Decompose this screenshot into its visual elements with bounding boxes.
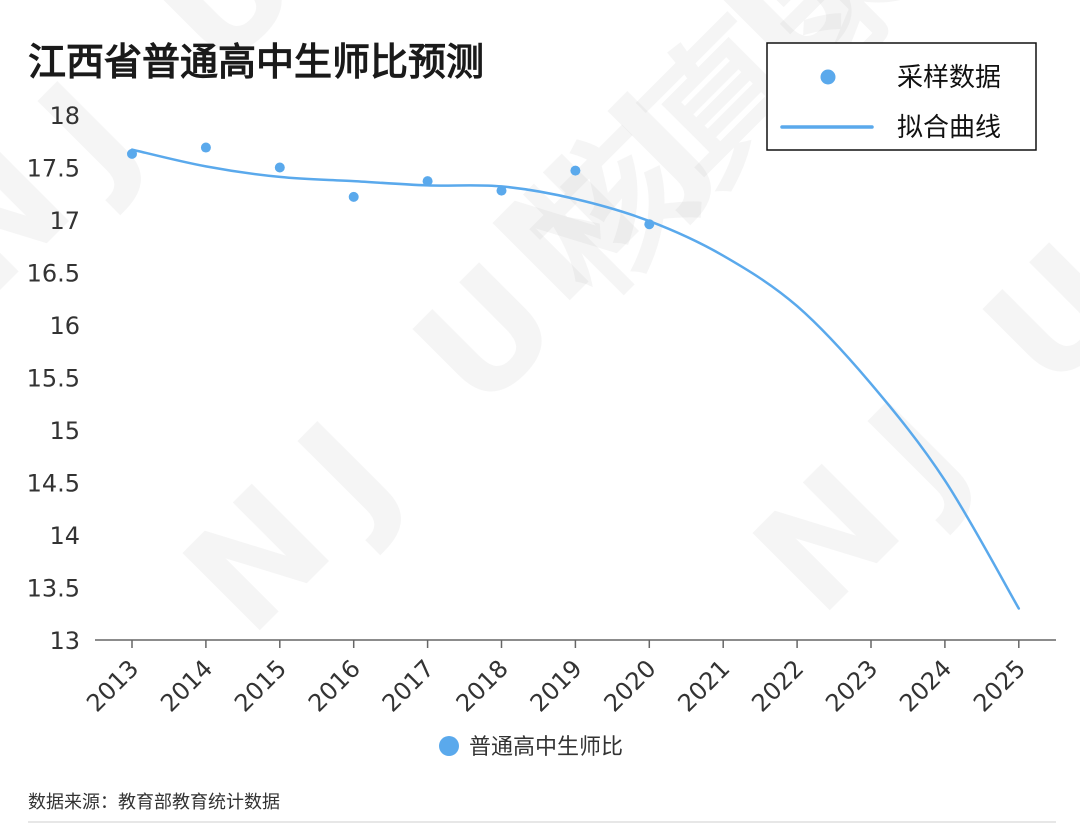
x-tick-label: 2015 — [229, 654, 292, 717]
data-point — [274, 162, 285, 173]
data-point — [496, 185, 507, 196]
y-tick-label: 16.5 — [27, 260, 80, 288]
legend-scatter-marker — [820, 69, 836, 85]
x-tick-label: 2017 — [377, 654, 440, 717]
x-tick-label: 2016 — [303, 654, 366, 717]
x-tick-label: 2013 — [81, 654, 144, 717]
legend-box — [766, 42, 1037, 151]
y-tick-label: 17 — [49, 207, 80, 235]
legend: 采样数据 拟合曲线 — [766, 42, 1037, 151]
x-axis: 2013 2014 2015 2016 2017 2018 2019 2020 2021 2022… — [81, 639, 1056, 717]
data-point — [200, 142, 211, 153]
data-point — [422, 176, 433, 187]
x-tick-label: 2018 — [451, 654, 514, 717]
y-tick-label: 16 — [49, 312, 80, 340]
y-tick-label: 18 — [49, 102, 80, 130]
bottom-legend-label: 普通高中生师比 — [469, 735, 623, 760]
y-tick-label: 14.5 — [27, 470, 80, 498]
chart-title: 江西省普通高中生师比预测 — [28, 40, 484, 84]
fitted-curve — [130, 148, 1021, 610]
x-tick-label: 2019 — [525, 654, 588, 717]
watermark-glyph: U — [952, 212, 1080, 421]
x-tick-label: 2020 — [599, 654, 662, 717]
x-tick-label: 2021 — [672, 654, 735, 717]
data-point — [570, 165, 581, 176]
y-axis: 13 13.5 14 14.5 15 15.5 16 16.5 17 17.5 18 — [27, 102, 80, 655]
x-tick-label: 2025 — [968, 654, 1031, 717]
y-tick-label: 15.5 — [27, 365, 80, 393]
legend-line-label: 拟合曲线 — [897, 113, 1001, 143]
y-tick-label: 15 — [49, 417, 80, 445]
x-tick-label: 2022 — [746, 654, 809, 717]
y-tick-label: 14 — [49, 522, 80, 550]
y-tick-label: 13 — [49, 627, 80, 655]
x-tick-label: 2024 — [894, 654, 957, 717]
bottom-legend-marker — [439, 736, 459, 756]
data-point — [348, 191, 359, 202]
x-tick-label: 2014 — [155, 654, 218, 717]
source-note: 数据来源：教育部教育统计数据 — [28, 792, 280, 813]
legend-scatter-label: 采样数据 — [897, 63, 1001, 93]
plot-area — [127, 142, 1021, 610]
x-tick-label: 2023 — [820, 654, 883, 717]
y-tick-label: 13.5 — [27, 575, 80, 603]
data-point — [127, 148, 137, 159]
y-tick-label: 17.5 — [27, 155, 80, 183]
data-point — [644, 219, 655, 230]
bottom-legend: 普通高中生师比 — [439, 735, 623, 760]
